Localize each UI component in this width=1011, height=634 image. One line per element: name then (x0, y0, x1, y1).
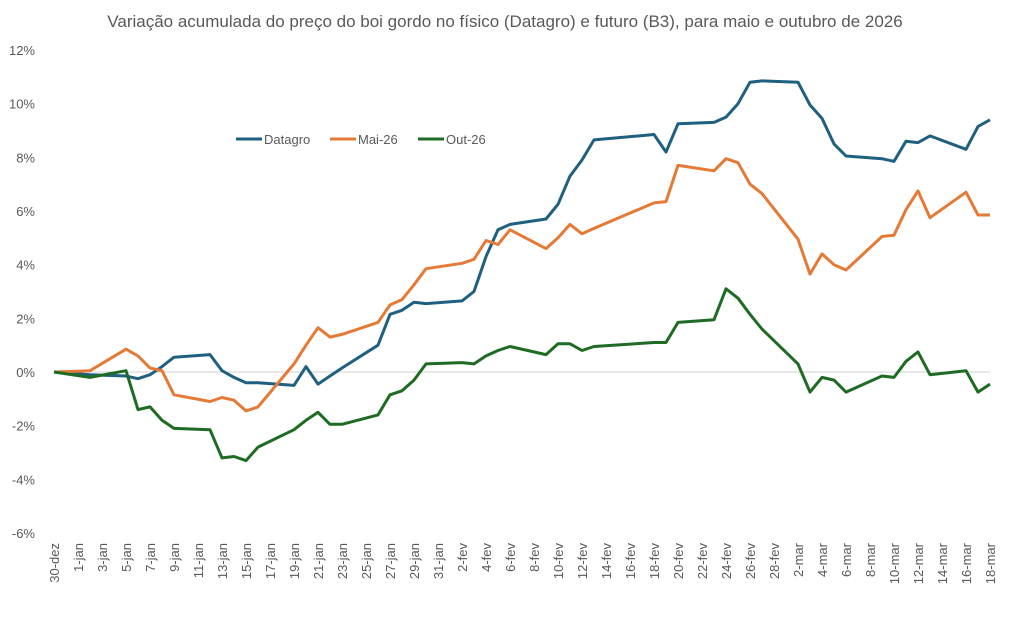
chart-title: Variação acumulada do preço do boi gordo… (107, 12, 902, 31)
plot-area (53, 79, 991, 463)
x-tick-label: 27-jan (383, 543, 398, 579)
x-tick-label: 12-fev (575, 543, 590, 580)
y-tick-label: 2% (16, 311, 35, 326)
x-tick-label: 8-mar (863, 542, 878, 577)
x-tick-label: 30-dez (47, 543, 62, 583)
legend-label: Out-26 (446, 132, 486, 147)
x-tick-label: 3-jan (95, 543, 110, 572)
x-tick-label: 2-fev (455, 543, 470, 572)
x-tick-label: 25-jan (359, 543, 374, 579)
x-tick-label: 28-fev (767, 543, 782, 580)
x-tick-label: 10-fev (551, 543, 566, 580)
x-tick-label: 4-fev (479, 543, 494, 572)
x-tick-label: 10-mar (887, 542, 902, 584)
x-tick-label: 2-mar (791, 542, 806, 577)
x-tick-label: 13-jan (215, 543, 230, 579)
x-tick-label: 16-mar (959, 542, 974, 584)
x-tick-label: 21-jan (311, 543, 326, 579)
x-tick-label: 4-mar (815, 542, 830, 577)
series-line-datagro (53, 79, 991, 387)
y-tick-label: 12% (9, 43, 35, 58)
x-tick-label: 14-fev (599, 543, 614, 580)
x-tick-label: 6-fev (503, 543, 518, 572)
y-tick-label: 8% (16, 150, 35, 165)
x-tick-label: 11-jan (191, 543, 206, 578)
x-tick-label: 22-fev (695, 543, 710, 580)
y-tick-label: 4% (16, 258, 35, 273)
x-tick-label: 12-mar (911, 542, 926, 584)
legend-label: Mai-26 (358, 132, 398, 147)
x-tick-label: 9-jan (167, 543, 182, 572)
x-tick-label: 20-fev (671, 543, 686, 580)
x-tick-label: 24-fev (719, 543, 734, 580)
y-tick-label: 0% (16, 365, 35, 380)
x-tick-label: 16-fev (623, 543, 638, 580)
y-tick-label: -2% (12, 419, 36, 434)
x-tick-label: 29-jan (407, 543, 422, 579)
legend-label: Datagro (264, 132, 310, 147)
y-tick-label: -4% (12, 472, 36, 487)
x-tick-label: 14-mar (935, 542, 950, 584)
x-tick-label: 18-fev (647, 543, 662, 580)
x-axis: 30-dez 1-jan 3-jan 5-jan 7-jan 9-jan 11-jan 13-… (47, 542, 998, 584)
y-tick-label: 10% (9, 97, 35, 112)
series-line-out-26 (53, 287, 991, 463)
x-tick-label: 15-jan (239, 543, 254, 579)
x-tick-label: 5-jan (119, 543, 134, 572)
x-tick-label: 23-jan (335, 543, 350, 579)
x-tick-label: 19-jan (287, 543, 302, 579)
legend: Datagro Mai-26 Out-26 (236, 132, 486, 147)
x-tick-label: 26-fev (743, 543, 758, 580)
y-tick-label: 6% (16, 204, 35, 219)
x-tick-label: 31-jan (431, 543, 446, 579)
x-tick-label: 8-fev (527, 543, 542, 572)
x-tick-label: 17-jan (263, 543, 278, 579)
x-tick-label: 18-mar (983, 542, 998, 584)
x-tick-label: 1-jan (71, 543, 86, 572)
series-line-mai-26 (53, 157, 990, 413)
x-tick-label: 7-jan (143, 543, 158, 572)
y-tick-label: -6% (12, 526, 36, 541)
y-axis: -6% -4% -2% 0% 2% 4% 6% 8% 10% 12% (9, 43, 990, 541)
x-tick-label: 6-mar (839, 542, 854, 577)
